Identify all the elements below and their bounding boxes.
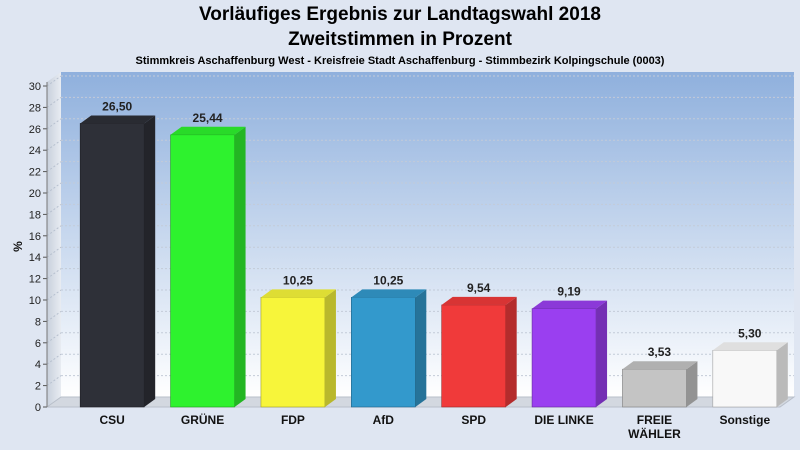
value-label: 3,53 — [648, 345, 672, 359]
bar-side — [415, 289, 427, 407]
gridline — [46, 246, 62, 258]
value-label: 26,50 — [102, 99, 132, 113]
chart-subtitle: Zweitstimmen in Prozent — [288, 29, 512, 50]
gridline — [46, 118, 62, 130]
category-label: CSU — [100, 413, 125, 427]
bar-side — [776, 342, 788, 407]
left-wall — [47, 72, 61, 407]
y-tick-label: 30 — [29, 81, 41, 93]
value-label: 10,25 — [283, 273, 313, 287]
y-tick-label: 20 — [29, 188, 41, 200]
bar-front — [351, 297, 416, 408]
y-tick-label: 28 — [29, 102, 41, 114]
value-label: 9,19 — [557, 285, 581, 299]
category-label: WÄHLER — [628, 426, 681, 441]
bar-front — [79, 123, 145, 408]
bar-front — [531, 308, 597, 408]
category-label: SPD — [461, 413, 486, 427]
y-tick-label: 26 — [29, 124, 41, 136]
bar-front — [170, 134, 235, 408]
y-tick-label: 16 — [29, 231, 41, 243]
category-label: GRÜNE — [181, 412, 224, 427]
bar-side — [144, 115, 156, 407]
y-tick-label: 18 — [29, 209, 41, 221]
y-axis-label: % — [11, 241, 25, 252]
y-tick-label: 6 — [35, 338, 41, 350]
bar-front — [622, 368, 687, 408]
gridline — [46, 353, 62, 365]
bar-side — [505, 296, 517, 407]
y-tick-label: 10 — [29, 295, 41, 307]
y-tick-label: 8 — [35, 316, 41, 328]
y-tick-label: 4 — [35, 359, 41, 371]
bar-top — [532, 300, 608, 309]
bar-afd — [351, 289, 427, 408]
bar-side — [234, 126, 246, 408]
value-label: 9,54 — [467, 281, 491, 295]
bar-sonstige — [712, 342, 788, 408]
bar-front — [441, 304, 506, 408]
category-label: DIE LINKE — [534, 413, 593, 427]
gridline — [46, 332, 62, 344]
bar-fdp — [260, 289, 336, 408]
y-tick-label: 0 — [35, 402, 41, 414]
category-label: AfD — [373, 413, 395, 427]
y-tick-label: 2 — [35, 381, 41, 393]
y-tick-label: 22 — [29, 167, 41, 179]
gridline — [46, 289, 62, 301]
bar-spd — [441, 296, 517, 408]
bar-top — [441, 296, 517, 305]
y-tick-label: 12 — [29, 274, 41, 286]
category-label: FREIE — [637, 413, 672, 427]
gridline — [46, 375, 62, 387]
category-label: Sonstige — [719, 413, 770, 427]
gridline — [46, 161, 62, 173]
gridline — [46, 75, 62, 87]
bar-front — [712, 349, 778, 408]
gridline — [46, 96, 62, 108]
bar-top — [622, 361, 698, 370]
bar-grüne — [170, 126, 246, 408]
bar-freie-wähler — [622, 361, 698, 408]
y-tick-label: 14 — [29, 252, 41, 264]
bar-side — [596, 300, 608, 407]
bar-top — [80, 115, 156, 124]
bar-front — [260, 297, 326, 408]
bar-top — [170, 126, 246, 135]
gridline — [46, 182, 62, 194]
chart-caption: Stimmkreis Aschaffenburg West - Kreisfre… — [135, 55, 665, 67]
bar-top — [351, 289, 427, 298]
value-label: 5,30 — [738, 326, 762, 340]
gridline — [46, 310, 62, 322]
gridline — [46, 225, 62, 237]
gridline — [46, 203, 62, 215]
category-label: FDP — [281, 413, 305, 427]
y-tick-label: 24 — [29, 145, 41, 157]
bar-die-linke — [531, 300, 608, 408]
bar-side — [324, 289, 336, 407]
chart-title: Vorläufiges Ergebnis zur Landtagswahl 20… — [199, 4, 601, 25]
value-label: 10,25 — [373, 273, 403, 287]
bar-csu — [79, 115, 156, 408]
value-label: 25,44 — [193, 111, 223, 125]
bar-top — [712, 342, 788, 351]
bar-top — [260, 289, 336, 298]
gridline — [46, 268, 62, 280]
gridline — [46, 139, 62, 151]
bar-side — [686, 361, 698, 407]
